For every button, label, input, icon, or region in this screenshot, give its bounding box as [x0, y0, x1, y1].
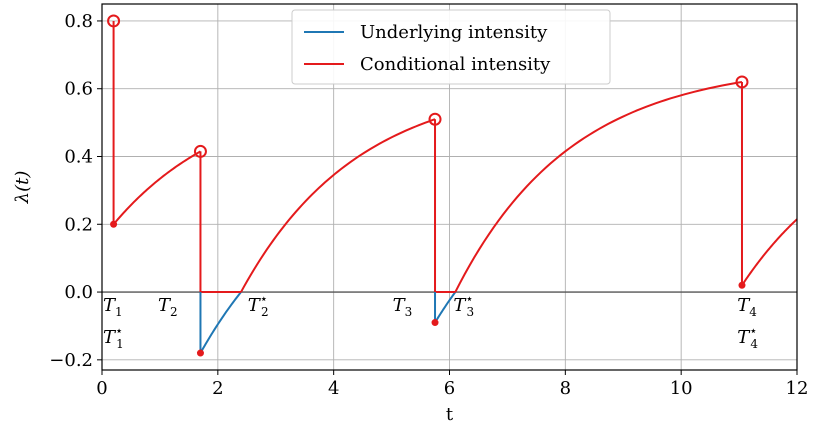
event-time-label: T⋆ 4 [737, 324, 758, 351]
event-time-label: T⋆ 2 [248, 292, 269, 319]
event-time-label: T2 [158, 295, 178, 319]
legend-entry-conditional: Conditional intensity [360, 54, 551, 75]
ticks-group: 0 2 4 6 8 10 12 −0.2 0.0 0.2 0.4 0.6 0.8 [49, 11, 808, 399]
legend-box [291, 9, 611, 85]
x-tick-label: 2 [212, 378, 223, 399]
y-tick-label: 0.2 [64, 214, 93, 235]
y-axis-label: λ(t) [12, 171, 33, 205]
x-tick-label: 10 [670, 378, 693, 399]
event-time-label: T⋆ 3 [453, 292, 474, 319]
y-tick-label: 0.4 [64, 147, 93, 168]
filled-point-marker [738, 281, 746, 289]
underlying-intensity-line [434, 291, 457, 324]
open-circle-marker [735, 75, 749, 89]
event-labels-group: T1 T⋆ 1 T2 T⋆ 2 T3 T⋆ 3 T4 T⋆ 4 [103, 292, 758, 351]
x-tick-label: 6 [444, 378, 455, 399]
event-time-label: T1 [103, 295, 123, 319]
open-circle-marker [428, 112, 442, 126]
conditional-intensity-line [240, 118, 436, 293]
event-time-label: T3 [393, 295, 413, 319]
open-circle-marker [107, 14, 121, 28]
y-tick-label: 0.0 [64, 282, 93, 303]
underlying-intensity-line [199, 291, 242, 354]
conditional-intensity-line [741, 218, 798, 286]
y-tick-label: 0.6 [64, 79, 93, 100]
x-axis-label: t [446, 404, 454, 425]
filled-point-marker [431, 319, 439, 327]
markers-group [107, 14, 749, 357]
event-time-label: T4 [737, 295, 757, 319]
x-tick-label: 12 [786, 378, 809, 399]
filled-point-marker [110, 220, 118, 228]
open-circle-marker [193, 144, 207, 158]
event-time-label: T⋆ 1 [103, 324, 124, 351]
filled-point-marker [196, 349, 204, 357]
x-tick-label: 0 [96, 378, 107, 399]
y-tick-label: −0.2 [49, 350, 93, 371]
y-tick-label: 0.8 [64, 11, 93, 32]
legend: Underlying intensity Conditional intensi… [291, 9, 611, 85]
x-tick-label: 4 [328, 378, 339, 399]
series-group [112, 20, 798, 354]
conditional-intensity-line [112, 150, 201, 225]
x-tick-label: 8 [560, 378, 571, 399]
legend-entry-underlying: Underlying intensity [360, 22, 548, 43]
conditional-intensity-line [454, 80, 743, 293]
